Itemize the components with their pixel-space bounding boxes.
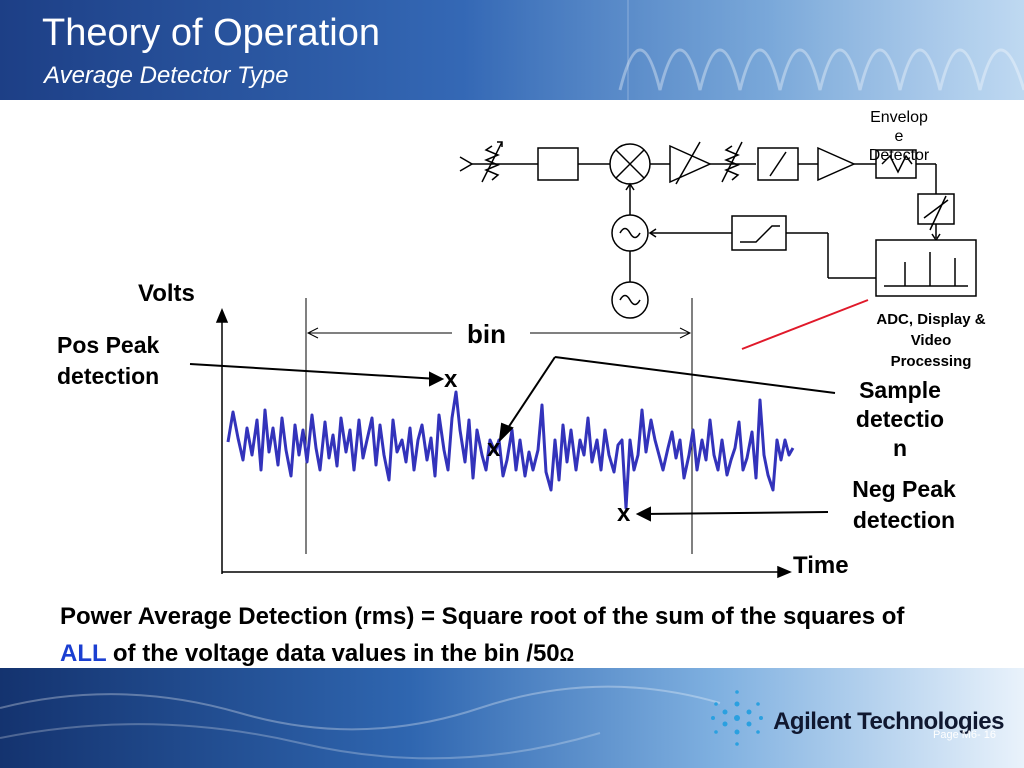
sample-detection-label: Sample detectio n <box>838 376 962 463</box>
header-banner: Theory of Operation Average Detector Typ… <box>0 0 1024 100</box>
adc-label-line2: Video <box>910 332 952 349</box>
adc-pointer-line <box>741 299 869 350</box>
pos-peak-label-line2: detection <box>57 363 160 389</box>
adc-label-line3: Processing <box>890 353 972 370</box>
envelope-detector-label-line2: e <box>894 128 904 145</box>
plot-axes <box>215 308 792 579</box>
neg-peak-label-line1: Neg Peak <box>852 476 956 502</box>
envelope-detector-label-line3: Detector <box>868 147 930 164</box>
footer-banner <box>0 668 1024 768</box>
sample-pointer-lower <box>503 356 556 435</box>
envelope-detector-label: Envelop e Detector <box>852 108 946 165</box>
neg-peak-label: Neg Peak detection <box>836 474 972 536</box>
neg-peak-pointer <box>641 511 829 515</box>
agilent-logo-text: Agilent Technologies <box>773 708 1004 735</box>
adc-label-line1: ADC, Display & <box>876 311 986 328</box>
sample-label-line3: n <box>892 435 908 461</box>
adc-display-label: ADC, Display & Video Processing <box>856 309 1006 372</box>
pos-peak-label-line1: Pos Peak <box>57 332 160 358</box>
if-gain-amplifier-icon <box>669 144 712 184</box>
page-subtitle: Average Detector Type <box>44 62 289 89</box>
neg-peak-marker: x <box>617 500 631 527</box>
sample-label-line2: detectio <box>855 406 945 432</box>
pos-peak-pointer <box>189 363 439 380</box>
ohm-symbol: Ω <box>559 645 575 665</box>
formula-text: Power Average Detection (rms) = Square r… <box>60 598 940 674</box>
y-axis-label: Volts <box>138 280 195 307</box>
formula-part2: of the voltage data values in the bin /5… <box>106 640 560 667</box>
neg-peak-label-line2: detection <box>852 507 956 533</box>
page-number: Page M6- 16 <box>933 729 996 741</box>
detection-pointers <box>189 356 836 522</box>
x-axis-label: Time <box>793 552 849 579</box>
sample-label-line1: Sample <box>859 377 941 403</box>
page-title: Theory of Operation <box>42 12 380 54</box>
envelope-detector-label-line1: Envelop <box>870 109 928 126</box>
bin-markers <box>305 298 693 554</box>
detector-amplifier-icon <box>817 146 856 182</box>
formula-highlight-all: ALL <box>60 640 107 667</box>
preselector-filter-box <box>537 147 579 181</box>
sample-marker: x <box>487 435 501 462</box>
sample-pointer-upper <box>554 356 836 394</box>
block-diagram <box>459 141 977 319</box>
footer-wave-decoration <box>0 685 721 760</box>
header-wave-decoration <box>618 0 1024 100</box>
pos-peak-label: Pos Peak detection <box>57 330 159 392</box>
header-glow <box>464 0 1024 100</box>
pos-peak-marker: x <box>444 366 458 393</box>
bin-label: bin <box>467 319 506 349</box>
signal-trace <box>226 390 795 510</box>
formula-part1: Power Average Detection (rms) = Square r… <box>60 603 905 630</box>
